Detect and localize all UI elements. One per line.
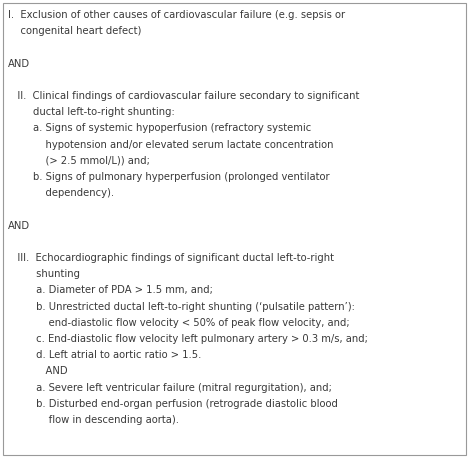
Text: a. Severe left ventricular failure (mitral regurgitation), and;: a. Severe left ventricular failure (mitr…: [8, 382, 332, 393]
Text: congenital heart defect): congenital heart defect): [8, 26, 141, 36]
Text: b. Unrestricted ductal left-to-right shunting (‘pulsatile pattern’):: b. Unrestricted ductal left-to-right shu…: [8, 302, 355, 311]
Text: shunting: shunting: [8, 269, 80, 279]
Text: b. Signs of pulmonary hyperperfusion (prolonged ventilator: b. Signs of pulmonary hyperperfusion (pr…: [8, 172, 330, 182]
Text: AND: AND: [8, 221, 30, 230]
Text: flow in descending aorta).: flow in descending aorta).: [8, 415, 179, 425]
Text: I.  Exclusion of other causes of cardiovascular failure (e.g. sepsis or: I. Exclusion of other causes of cardiova…: [8, 10, 345, 20]
Text: c. End-diastolic flow velocity left pulmonary artery > 0.3 m/s, and;: c. End-diastolic flow velocity left pulm…: [8, 334, 368, 344]
Text: end-diastolic flow velocity < 50% of peak flow velocity, and;: end-diastolic flow velocity < 50% of pea…: [8, 318, 349, 328]
Text: dependency).: dependency).: [8, 188, 114, 198]
Text: (> 2.5 mmol/L)) and;: (> 2.5 mmol/L)) and;: [8, 156, 150, 166]
Text: ductal left-to-right shunting:: ductal left-to-right shunting:: [8, 107, 175, 117]
Text: a. Diameter of PDA > 1.5 mm, and;: a. Diameter of PDA > 1.5 mm, and;: [8, 285, 213, 295]
Text: d. Left atrial to aortic ratio > 1.5.: d. Left atrial to aortic ratio > 1.5.: [8, 350, 201, 360]
Text: hypotension and/or elevated serum lactate concentration: hypotension and/or elevated serum lactat…: [8, 140, 333, 150]
Text: AND: AND: [8, 59, 30, 69]
Text: a. Signs of systemic hypoperfusion (refractory systemic: a. Signs of systemic hypoperfusion (refr…: [8, 123, 311, 133]
FancyBboxPatch shape: [3, 3, 466, 455]
Text: b. Disturbed end-organ perfusion (retrograde diastolic blood: b. Disturbed end-organ perfusion (retrog…: [8, 399, 338, 409]
Text: III.  Echocardiographic findings of significant ductal left-to-right: III. Echocardiographic findings of signi…: [8, 253, 334, 263]
Text: AND: AND: [8, 366, 68, 376]
Text: II.  Clinical findings of cardiovascular failure secondary to significant: II. Clinical findings of cardiovascular …: [8, 91, 359, 101]
